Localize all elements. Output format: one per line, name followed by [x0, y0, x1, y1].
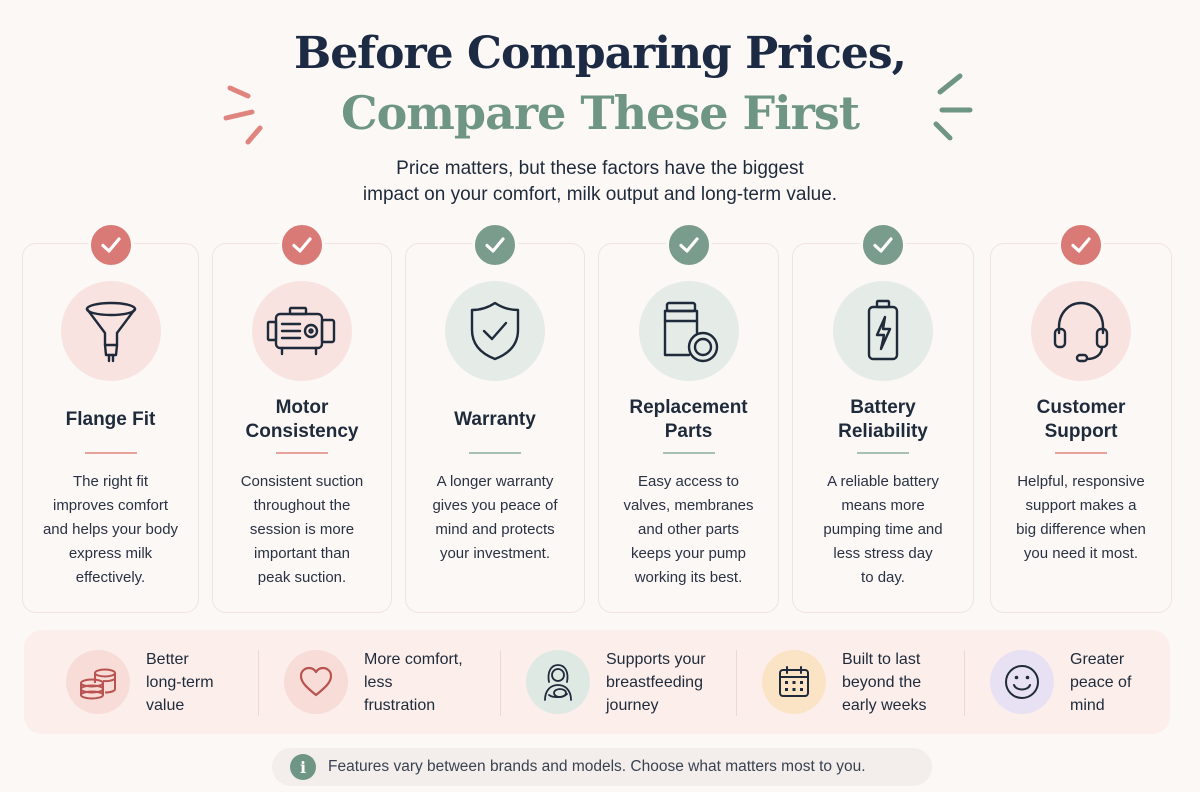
- benefit-breastfeeding-journey: Supports your breastfeeding journey: [526, 630, 726, 734]
- page-title-line-2: Compare These First: [340, 86, 860, 140]
- card-description: Helpful, responsive support makes a big …: [1016, 473, 1146, 562]
- shield-check-icon: [445, 281, 545, 381]
- divider: [662, 452, 715, 454]
- benefit-long-term-value: Better long-term value: [66, 630, 266, 734]
- check-icon: [87, 222, 134, 268]
- benefit-built-to-last: Built to last beyond the early weeks: [762, 630, 962, 734]
- divider: [964, 650, 965, 716]
- funnel-icon: [60, 281, 161, 381]
- card-description: Consistent suction throughout the sessio…: [240, 473, 364, 586]
- check-icon: [860, 222, 906, 268]
- footer-note: i Features vary between brands and model…: [272, 748, 932, 786]
- benefits-strip: Better long-term value More comfort, les…: [24, 630, 1170, 734]
- card-title: Replacement Parts: [629, 397, 748, 442]
- divider: [857, 452, 909, 454]
- divider: [84, 452, 137, 454]
- heart-icon: [284, 650, 348, 714]
- check-icon: [472, 222, 518, 268]
- divider: [276, 452, 328, 454]
- card-description: A reliable battery means more pumping ti…: [823, 473, 943, 586]
- decorative-dashes-left-icon: [223, 85, 263, 145]
- decorative-dashes-right-icon: [933, 73, 973, 141]
- divider: [469, 452, 521, 454]
- card-motor-consistency: Motor Consistency Consistent suction thro…: [212, 222, 392, 613]
- mother-icon: [526, 650, 590, 714]
- divider: [1055, 452, 1107, 454]
- divider: [500, 650, 501, 716]
- card-description: A longer warranty gives you peace of min…: [432, 473, 558, 562]
- page-title-line-1: Before Comparing Prices,: [294, 28, 907, 79]
- benefit-text: Greater peace of mind: [1070, 650, 1132, 714]
- card-title: Warranty: [454, 409, 536, 430]
- headset-icon: [1031, 281, 1131, 381]
- card-customer-support: Customer Support Helpful, responsive supp…: [990, 222, 1172, 613]
- motor-icon: [252, 281, 352, 381]
- card-flange-fit: Flange Fit The right fit improves comfor…: [22, 222, 199, 613]
- subtitle-line-2: impact on your comfort, milk output and …: [362, 184, 838, 205]
- benefit-text: Built to last beyond the early weeks: [842, 650, 927, 714]
- card-title: Motor Consistency: [245, 397, 359, 442]
- subtitle: Price matters, but these factors have th…: [300, 156, 900, 208]
- info-icon: i: [290, 754, 316, 780]
- card-battery-reliability: Battery Reliability A reliable battery me…: [792, 222, 974, 613]
- check-icon: [279, 222, 325, 268]
- card-description: Easy access to valves, membranes and oth…: [623, 473, 754, 586]
- benefit-more-comfort: More comfort, less frustration: [284, 630, 484, 734]
- coins-icon: [66, 650, 130, 714]
- card-warranty: Warranty A longer warranty gives you pea…: [405, 222, 585, 613]
- divider: [258, 650, 259, 716]
- battery-icon: [833, 281, 933, 381]
- benefit-text: More comfort, less frustration: [364, 650, 463, 714]
- parts-icon: [638, 281, 739, 381]
- card-description: The right fit improves comfort and helps…: [42, 473, 179, 586]
- subtitle-line-1: Price matters, but these factors have th…: [396, 158, 804, 179]
- card-replacement-parts: Replacement Parts Easy access to valves, …: [598, 222, 779, 613]
- footer-note-text: Features vary between brands and models.…: [328, 758, 866, 775]
- check-icon: [1058, 222, 1104, 268]
- smiley-icon: [990, 650, 1054, 714]
- benefit-peace-of-mind: Greater peace of mind: [990, 630, 1170, 734]
- calendar-icon: [762, 650, 826, 714]
- card-title: Customer Support: [1036, 397, 1126, 442]
- check-icon: [665, 222, 712, 268]
- divider: [736, 650, 737, 716]
- card-title: Battery Reliability: [838, 397, 928, 442]
- benefit-text: Better long-term value: [146, 650, 214, 714]
- benefit-text: Supports your breastfeeding journey: [606, 650, 706, 714]
- card-title: Flange Fit: [65, 409, 156, 430]
